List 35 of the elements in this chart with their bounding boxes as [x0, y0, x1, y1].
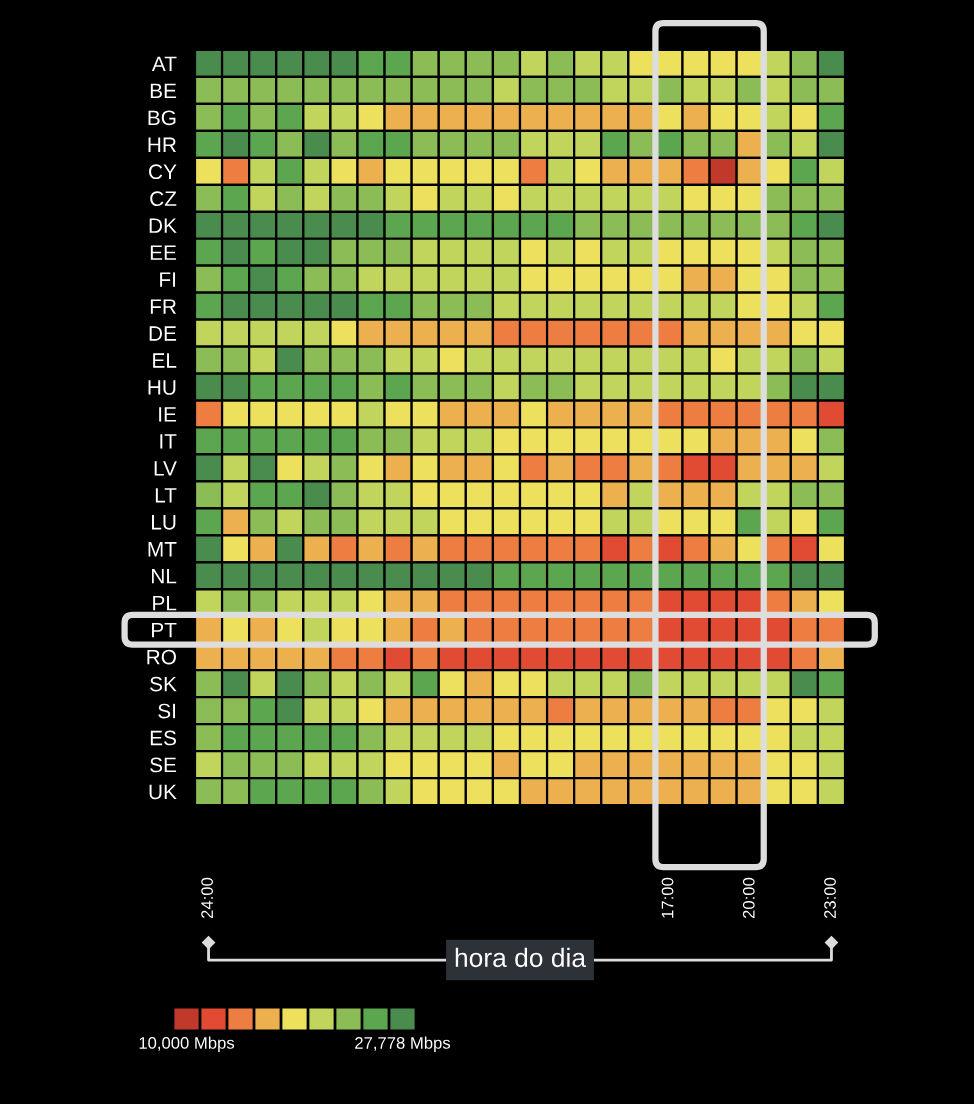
y-tick-label: EL: [153, 353, 177, 368]
y-tick-label: PT: [152, 622, 177, 638]
y-tick-label: SI: [158, 703, 176, 719]
y-tick-label: SK: [150, 676, 177, 692]
y-tick-label: DK: [149, 218, 177, 233]
y-tick-label: BE: [150, 83, 177, 98]
y-tick-label: UK: [149, 784, 177, 800]
y-tick-label: PL: [153, 595, 177, 611]
y-tick-label: NL: [152, 569, 177, 584]
y-tick-label: HR: [148, 137, 176, 152]
y-tick-label: FI: [160, 272, 176, 287]
x-axis-title: hora do dia: [455, 947, 587, 968]
y-tick-label: CY: [149, 164, 177, 180]
y-tick-label: SE: [150, 757, 177, 773]
y-tick-label: LU: [152, 515, 176, 530]
y-tick-label: EE: [150, 245, 177, 260]
color-bar-label: 27,778 Mbps: [355, 1036, 451, 1053]
y-tick-label: CZ: [150, 191, 177, 207]
y-tick-label: AT: [151, 56, 177, 72]
y-tick-label: FR: [150, 299, 176, 314]
y-tick-label: LT: [155, 488, 177, 503]
x-tick-label: 24:00: [201, 877, 214, 919]
y-tick-label: IT: [160, 434, 177, 449]
x-tick-label: 17:00: [661, 877, 674, 918]
y-tick-label: DE: [149, 326, 177, 341]
y-tick-label: BG: [148, 110, 176, 126]
y-tick-label: RO: [147, 649, 176, 665]
x-tick-label: 20:00: [742, 877, 755, 919]
x-tick-label: 23:00: [824, 877, 836, 919]
y-tick-label: LV: [154, 461, 177, 476]
y-tick-label: HU: [148, 380, 176, 395]
y-tick-label: MT: [148, 542, 177, 557]
y-tick-label: IE: [159, 407, 177, 422]
y-tick-label: ES: [150, 730, 176, 746]
color-bar-label: 10,000 Mbps: [139, 1036, 235, 1053]
